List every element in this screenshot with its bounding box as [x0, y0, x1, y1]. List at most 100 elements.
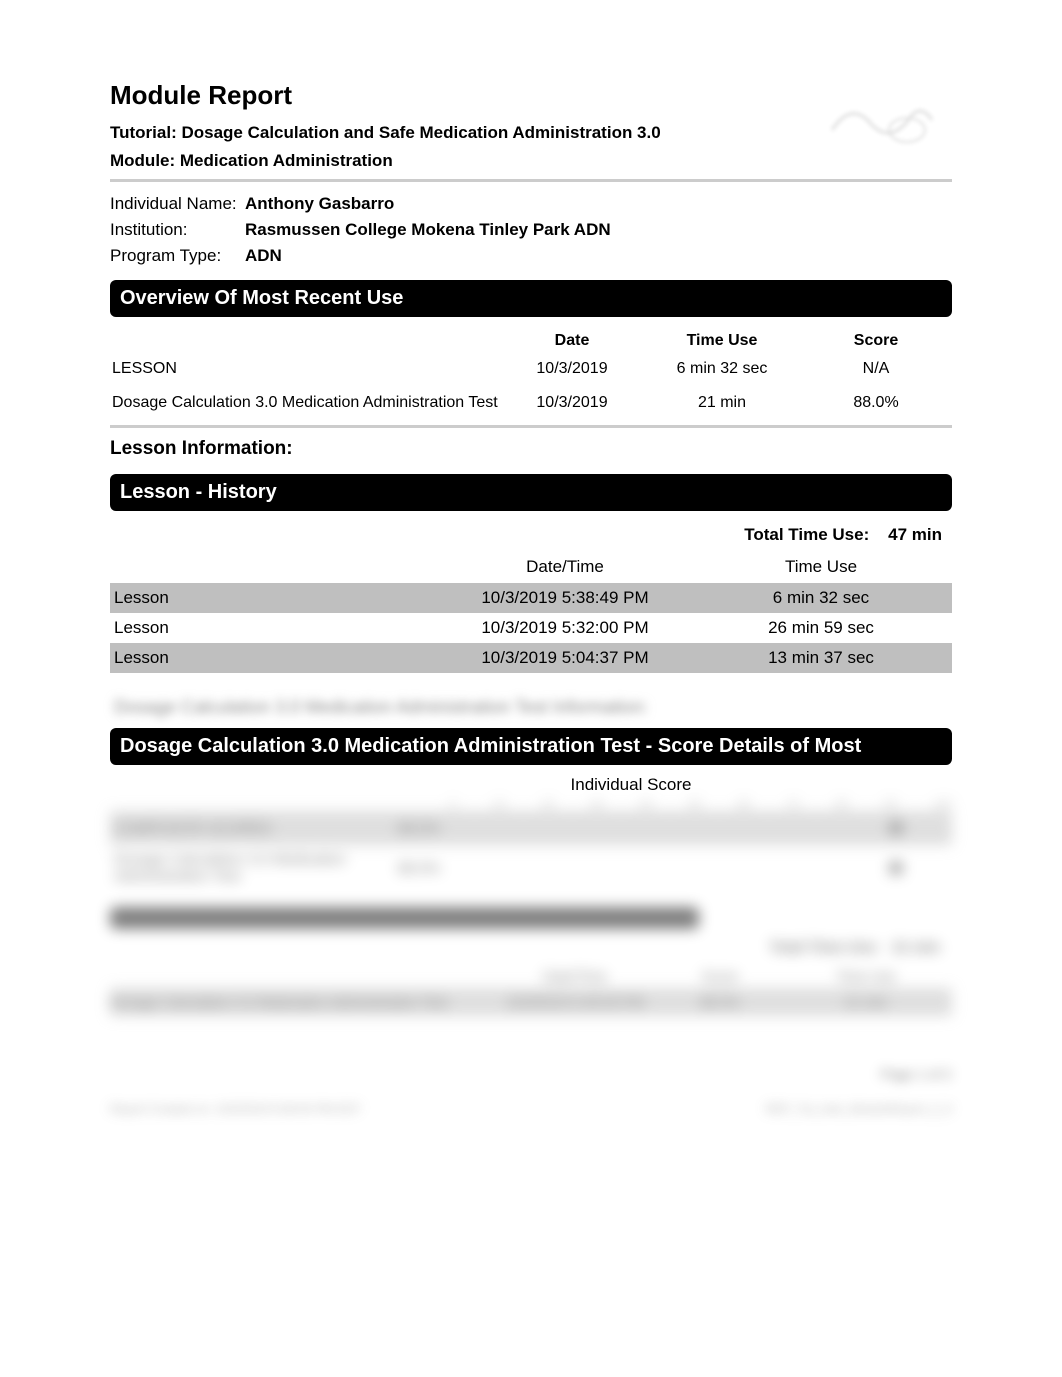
score-chart-area: 0102030405060708090100 COMPOSITE SCORES8…: [110, 799, 952, 891]
score-bar: [454, 858, 948, 878]
history-row-timeuse: 26 min 59 sec: [690, 618, 952, 638]
score-row: Dosage Calculation 3.0 Medication Admini…: [110, 845, 952, 891]
history-header-row: Date/Time Time Use: [110, 553, 952, 583]
overview-col-date: Date: [502, 332, 642, 350]
overview-time: 6 min 32 sec: [642, 360, 802, 378]
overview-score: N/A: [802, 360, 950, 378]
axis-tick: 90: [885, 799, 897, 811]
axis-tick: 100: [934, 799, 952, 811]
score-marker: [889, 861, 903, 875]
axis-tick: 60: [738, 799, 750, 811]
history-row: Lesson10/3/2019 5:04:37 PM13 min 37 sec: [110, 643, 952, 673]
score-bar: [454, 818, 948, 838]
axis-tick: 10: [493, 799, 505, 811]
axis-tick: 30: [591, 799, 603, 811]
divider: [110, 425, 952, 428]
header-section: Module Report Tutorial: Dosage Calculati…: [110, 80, 952, 182]
history-col-datetime: Date/Time: [440, 557, 690, 577]
score-marker: [889, 821, 903, 835]
history-row-datetime: 10/3/2019 5:04:37 PM: [440, 648, 690, 668]
individual-name-label: Individual Name:: [110, 194, 245, 214]
lower-col-time: Time Use: [780, 968, 952, 984]
overview-time: 21 min: [642, 394, 802, 412]
meta-row-program: Program Type: ADN: [110, 246, 952, 266]
footer-left: Report Created on: 10/3/2019 6:06:00 PM …: [110, 1102, 361, 1116]
lower-col-dt: Date/Time: [490, 968, 660, 984]
history-row-name: Lesson: [110, 588, 440, 608]
lower-col-score: Score: [660, 968, 780, 984]
axis-tick: 50: [689, 799, 701, 811]
overview-header-row: Date Time Use Score: [110, 327, 952, 355]
lower-row-time: 21 min: [780, 994, 952, 1010]
history-row-name: Lesson: [110, 648, 440, 668]
institution-label: Institution:: [110, 220, 245, 240]
axis-tick: 20: [542, 799, 554, 811]
overview-row: Dosage Calculation 3.0 Medication Admini…: [110, 389, 952, 417]
score-rows-container: COMPOSITE SCORES88.0%Dosage Calculation …: [110, 811, 952, 891]
program-type-label: Program Type:: [110, 246, 245, 266]
meta-section: Individual Name: Anthony Gasbarro Instit…: [110, 194, 952, 266]
history-row: Lesson10/3/2019 5:32:00 PM26 min 59 sec: [110, 613, 952, 643]
history-row-datetime: 10/3/2019 5:38:49 PM: [440, 588, 690, 608]
lower-black-bar: [110, 907, 699, 929]
overview-name: Dosage Calculation 3.0 Medication Admini…: [112, 394, 502, 412]
history-col-blank: [110, 557, 440, 577]
test-info-section: Dosage Calculation 3.0 Medication Admini…: [110, 697, 952, 1016]
lower-row-dt: 10/3/2019 5:45:00 PM: [490, 994, 660, 1010]
axis-row: 0 10 20 30 40 50 60 70 80 90 100: [110, 799, 952, 811]
history-row-datetime: 10/3/2019 5:32:00 PM: [440, 618, 690, 638]
axis-tick: 80: [836, 799, 848, 811]
lower-total-time: Total Time Use: 21 min: [110, 939, 952, 956]
institution-value: Rasmussen College Mokena Tinley Park ADN: [245, 220, 611, 240]
overview-row: LESSON 10/3/2019 6 min 32 sec N/A: [110, 355, 952, 383]
individual-name-value: Anthony Gasbarro: [245, 194, 394, 214]
score-section: Individual Score 0102030405060708090100 …: [110, 775, 952, 1016]
total-time-label: Total Time Use:: [744, 525, 869, 544]
total-time-value: 47 min: [888, 525, 942, 544]
overview-date: 10/3/2019: [502, 394, 642, 412]
history-rows-container: Lesson10/3/2019 5:38:49 PM6 min 32 secLe…: [110, 583, 952, 673]
page-footer: Page 1 of 2 Report Created on: 10/3/2019…: [110, 1066, 952, 1116]
page-number: Page 1 of 2: [110, 1066, 952, 1082]
blurred-heading: Dosage Calculation 3.0 Medication Admini…: [110, 697, 952, 718]
lower-row-name: Dosage Calculation 3.0 Medication Admini…: [110, 994, 490, 1010]
signature-watermark: [822, 90, 942, 155]
lesson-info-title: Lesson Information:: [110, 438, 952, 460]
score-row-label: COMPOSITE SCORES: [114, 820, 384, 837]
history-col-timeuse: Time Use: [690, 557, 952, 577]
meta-row-institution: Institution: Rasmussen College Mokena Ti…: [110, 220, 952, 240]
lower-total-label: Total Time Use:: [770, 939, 880, 956]
overview-name: LESSON: [112, 360, 502, 378]
score-row-value: 88.0%: [384, 860, 454, 877]
axis-tick: 70: [787, 799, 799, 811]
axis-tick: 0: [450, 799, 456, 811]
overview-col-score: Score: [802, 332, 950, 350]
footer-right: REP_Tut_Indv_ModuleReport_2_0: [766, 1102, 952, 1116]
score-row-value: 88.0%: [384, 820, 454, 837]
lower-col-blank: [110, 968, 490, 984]
overview-col-blank: [112, 332, 502, 350]
total-time-row: Total Time Use: 47 min: [110, 521, 952, 553]
history-row-name: Lesson: [110, 618, 440, 638]
overview-score: 88.0%: [802, 394, 950, 412]
lesson-history-header: Lesson - History: [110, 474, 952, 511]
meta-row-individual: Individual Name: Anthony Gasbarro: [110, 194, 952, 214]
individual-score-label: Individual Score: [110, 775, 952, 795]
lower-blurred-section: Total Time Use: 21 min Date/Time Score T…: [110, 907, 952, 1016]
axis-tick: 40: [640, 799, 652, 811]
score-details-header: Dosage Calculation 3.0 Medication Admini…: [110, 728, 952, 765]
history-row: Lesson10/3/2019 5:38:49 PM6 min 32 sec: [110, 583, 952, 613]
score-row: COMPOSITE SCORES88.0%: [110, 811, 952, 845]
overview-table: Date Time Use Score LESSON 10/3/2019 6 m…: [110, 327, 952, 417]
score-row-label: Dosage Calculation 3.0 Medication Admini…: [114, 851, 384, 885]
lower-data-row: Dosage Calculation 3.0 Medication Admini…: [110, 988, 952, 1016]
footer-line: Report Created on: 10/3/2019 6:06:00 PM …: [110, 1102, 952, 1116]
overview-section-header: Overview Of Most Recent Use: [110, 280, 952, 317]
history-row-timeuse: 13 min 37 sec: [690, 648, 952, 668]
history-row-timeuse: 6 min 32 sec: [690, 588, 952, 608]
overview-date: 10/3/2019: [502, 360, 642, 378]
lower-header-row: Date/Time Score Time Use: [110, 964, 952, 988]
overview-col-time: Time Use: [642, 332, 802, 350]
lower-row-score: 88.0%: [660, 994, 780, 1010]
program-type-value: ADN: [245, 246, 282, 266]
